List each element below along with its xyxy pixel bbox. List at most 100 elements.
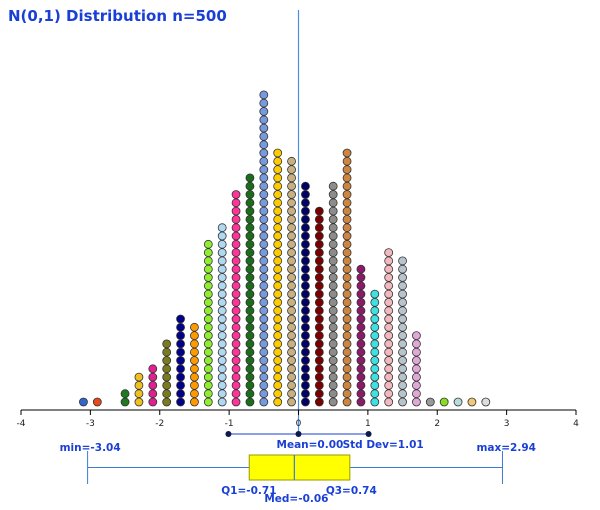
data-dot — [273, 356, 283, 365]
data-dot — [314, 314, 324, 324]
data-dot — [481, 397, 491, 407]
data-dot — [287, 297, 296, 307]
data-dot — [176, 364, 185, 374]
data-dot — [231, 322, 241, 332]
data-dot — [203, 339, 213, 349]
data-dot — [231, 273, 241, 282]
data-dot — [190, 389, 199, 399]
data-dot — [342, 356, 352, 365]
data-dot — [328, 198, 338, 208]
data-dot — [79, 397, 88, 407]
data-dot — [287, 165, 296, 175]
min-label: min=-3.04 — [60, 442, 121, 454]
data-dot — [92, 397, 102, 407]
data-dot — [287, 389, 296, 399]
data-dot — [273, 198, 283, 208]
data-dot — [231, 289, 241, 299]
data-dot — [190, 372, 199, 382]
data-dot — [259, 339, 269, 349]
data-dot — [301, 256, 310, 266]
data-dot — [314, 231, 324, 241]
data-dot — [328, 306, 338, 316]
data-dot — [314, 264, 324, 274]
data-dot — [398, 322, 407, 332]
mean-label: Mean=0.00 — [277, 439, 344, 451]
data-dot — [301, 306, 310, 316]
data-dot — [342, 264, 352, 274]
data-dot — [287, 364, 296, 374]
data-dot — [231, 264, 241, 274]
q1-label: Q1=-0.71 — [221, 485, 276, 497]
data-dot — [287, 214, 296, 224]
data-dot — [342, 322, 352, 332]
data-dot — [176, 339, 185, 349]
data-dot — [245, 248, 255, 258]
data-dot — [259, 198, 269, 208]
median-label: Med=-0.06 — [264, 493, 328, 505]
data-dot — [342, 297, 352, 307]
data-dot — [328, 314, 338, 324]
data-dot — [203, 239, 213, 249]
data-dot — [328, 331, 338, 341]
data-dot — [259, 115, 269, 125]
data-dot — [245, 190, 255, 199]
data-dot — [231, 306, 241, 316]
data-dot — [384, 397, 394, 407]
data-dot — [231, 347, 241, 357]
dots-layer — [79, 90, 491, 407]
data-dot — [384, 380, 394, 390]
x-tick-label: -4 — [17, 419, 26, 429]
data-dot — [301, 223, 310, 233]
data-dot — [217, 239, 227, 249]
data-dot — [245, 347, 255, 357]
data-dot — [245, 356, 255, 365]
iqr-box — [248, 454, 351, 481]
data-dot — [287, 372, 296, 382]
data-dot — [273, 331, 283, 341]
data-dot — [301, 206, 310, 216]
data-dot — [342, 389, 352, 399]
data-dot — [328, 297, 338, 307]
data-dot — [190, 347, 199, 357]
data-dot — [273, 264, 283, 274]
data-dot — [245, 223, 255, 233]
data-dot — [231, 339, 241, 349]
x-tick-label: 4 — [573, 419, 579, 429]
data-dot — [217, 264, 227, 274]
data-dot — [203, 356, 213, 365]
data-dot — [217, 281, 227, 291]
summary-statistics: Mean=0.00 Std Dev=1.01 — [225, 431, 424, 451]
data-dot — [356, 314, 366, 324]
data-dot — [287, 339, 296, 349]
data-dot — [384, 289, 394, 299]
data-dot — [245, 364, 255, 374]
data-dot — [273, 239, 283, 249]
x-tick-label: 3 — [504, 419, 510, 429]
data-dot — [342, 372, 352, 382]
data-dot — [356, 297, 366, 307]
data-dot — [273, 248, 283, 258]
data-dot — [273, 314, 283, 324]
data-dot — [231, 372, 241, 382]
data-dot — [342, 148, 352, 158]
data-dot — [342, 380, 352, 390]
data-dot — [328, 214, 338, 224]
data-dot — [203, 364, 213, 374]
data-dot — [384, 322, 394, 332]
data-dot — [273, 231, 283, 241]
data-dot — [259, 248, 269, 258]
data-dot — [384, 331, 394, 341]
data-dot — [328, 223, 338, 233]
data-dot — [342, 397, 352, 407]
data-dot — [259, 306, 269, 316]
data-dot — [287, 264, 296, 274]
data-dot — [287, 198, 296, 208]
data-dot — [342, 248, 352, 258]
data-dot — [273, 223, 283, 233]
data-dot — [190, 331, 199, 341]
data-dot — [259, 347, 269, 357]
x-tick-label: -3 — [86, 419, 95, 429]
data-dot — [245, 256, 255, 266]
data-dot — [301, 264, 310, 274]
data-dot — [203, 289, 213, 299]
